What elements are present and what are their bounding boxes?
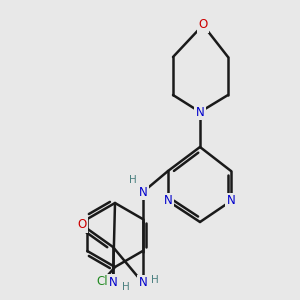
Text: N: N [109,275,117,289]
Text: H: H [151,275,159,285]
Text: N: N [164,194,172,208]
Text: Cl: Cl [97,275,108,288]
Text: H: H [129,175,137,185]
Text: O: O [77,218,87,232]
Text: N: N [226,194,236,208]
Text: H: H [122,282,130,292]
Text: N: N [196,106,204,118]
Text: N: N [139,277,147,290]
Text: O: O [198,19,208,32]
Text: N: N [139,185,147,199]
